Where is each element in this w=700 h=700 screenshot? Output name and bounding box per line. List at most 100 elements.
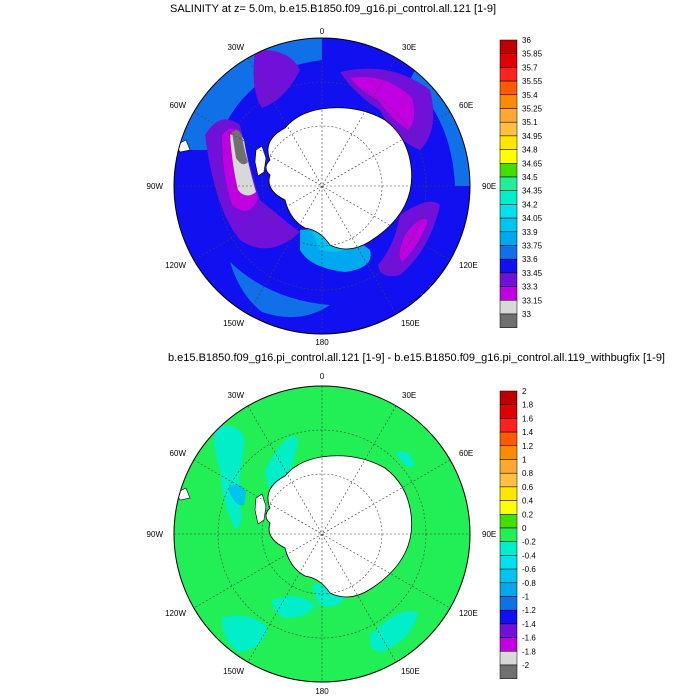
colorbar-box xyxy=(499,80,518,96)
colorbar-label: 35.1 xyxy=(522,118,538,127)
colorbar-label: -1.4 xyxy=(522,620,536,629)
colorbar-label: 34.2 xyxy=(522,200,538,209)
lon-label: 150E xyxy=(401,667,420,676)
lon-label: 120E xyxy=(459,609,478,618)
lon-label: 60E xyxy=(459,449,473,458)
salinity-region-blue-s xyxy=(230,262,330,318)
colorbar-label: -0.4 xyxy=(522,551,536,560)
panel-1-title: SALINITY at z= 5.0m, b.e15.B1850.f09_g16… xyxy=(170,3,497,15)
colorbar-box xyxy=(499,204,518,219)
colorbar-box xyxy=(499,404,518,419)
colorbar-label: 0.4 xyxy=(522,497,534,506)
lon-label: 120E xyxy=(459,261,478,270)
colorbar-box xyxy=(499,390,518,405)
colorbar-label: 0.2 xyxy=(522,510,534,519)
lon-label: 0 xyxy=(320,372,325,381)
lon-label: 180 xyxy=(315,338,329,347)
colorbar-label: 1.2 xyxy=(522,442,534,451)
lon-label: 90E xyxy=(482,182,496,191)
colorbar-box xyxy=(499,300,518,315)
colorbar-box xyxy=(499,651,518,666)
colorbar-box xyxy=(499,245,518,260)
colorbar-box xyxy=(499,445,518,460)
colorbar-box xyxy=(499,108,518,123)
colorbar-label: 34.35 xyxy=(522,187,543,196)
colorbar-box xyxy=(499,568,518,584)
colorbar-label: 33 xyxy=(522,310,531,319)
colorbar-box xyxy=(499,39,518,54)
lon-label: 180 xyxy=(315,687,329,696)
colorbar-label: 1.4 xyxy=(522,428,534,437)
colorbar-label: 33.15 xyxy=(522,296,543,305)
difference-region-cyan-sw xyxy=(222,615,268,652)
colorbar-box xyxy=(499,527,518,542)
colorbar-label: 34.05 xyxy=(522,214,543,223)
colorbar-box xyxy=(499,500,518,515)
difference-region-cyan-w xyxy=(214,425,245,530)
colorbar-label: 35.7 xyxy=(522,63,538,72)
colorbar-label: 0.8 xyxy=(522,469,534,478)
colorbar-label: 34.5 xyxy=(522,173,538,182)
colorbar-box xyxy=(499,486,518,501)
colorbar-box xyxy=(499,163,518,178)
lon-label: 90E xyxy=(482,530,496,539)
colorbar-label: -1.8 xyxy=(522,647,536,656)
colorbar-label: 1 xyxy=(522,456,527,465)
difference-map: 0 30E 60E 90E 120E 150E 180 150W 120W 90… xyxy=(147,372,537,696)
salinity-region-purple-n xyxy=(253,49,300,108)
colorbar-box xyxy=(499,431,518,447)
colorbar-label: 36 xyxy=(522,36,531,45)
colorbar-box xyxy=(499,67,518,82)
colorbar-box xyxy=(499,94,518,109)
lon-label: 120W xyxy=(165,609,186,618)
colorbar-label: 1.8 xyxy=(522,401,534,410)
difference-region-blue-w xyxy=(228,484,246,506)
difference-colorbar: 2 1.8 1.6 1.4 1.2 1 0.8 0.6 0.4 0.2 0 -0.2 -0.4 -0.6 -… xyxy=(499,387,536,679)
colorbar-label: 34.65 xyxy=(522,159,543,168)
colorbar-label: -1 xyxy=(522,593,530,602)
colorbar-box xyxy=(499,555,518,570)
colorbar-label: 35.4 xyxy=(522,91,538,100)
colorbar-box xyxy=(499,313,518,328)
salinity-colorbar: 36 35.85 35.7 35.55 35.4 35.25 35.1 34.95 34.8 34… xyxy=(499,36,543,328)
colorbar-box xyxy=(499,286,518,301)
colorbar-label: -2 xyxy=(522,661,530,670)
colorbar-label: 33.9 xyxy=(522,228,538,237)
lon-label: 150W xyxy=(223,667,244,676)
colorbar-box xyxy=(499,596,518,611)
salinity-map: 0 30E 60E 90E 120E 150E 180 150W 120W 90… xyxy=(147,27,543,347)
lon-label: 60E xyxy=(459,101,473,110)
colorbar-box xyxy=(499,149,518,164)
lon-label: 30W xyxy=(228,43,245,52)
lon-label: 30E xyxy=(402,391,416,400)
colorbar-box xyxy=(499,541,518,556)
colorbar-label: 33.6 xyxy=(522,255,538,264)
colorbar-box xyxy=(499,418,518,433)
colorbar-label: 35.85 xyxy=(522,50,543,59)
lon-label: 30E xyxy=(402,43,416,52)
map-outline-1 xyxy=(173,37,471,335)
salinity-region-magenta-ne xyxy=(350,76,415,130)
salinity-region-magenta-se xyxy=(399,219,428,262)
lon-labels-2: 0 30E 60E 90E 120E 150E 180 150W 120W 90… xyxy=(147,372,497,696)
graticule-2 xyxy=(174,386,470,682)
salinity-region-gray-dark xyxy=(232,129,248,165)
difference-region-cyan-nw xyxy=(265,436,298,496)
colorbar-label: 0.6 xyxy=(522,483,534,492)
difference-region-cyan-ne xyxy=(396,451,414,467)
lon-label: 0 xyxy=(320,27,325,36)
colorbar-label: -1.2 xyxy=(522,606,536,615)
colorbar-label: 34.95 xyxy=(522,132,543,141)
colorbar-box xyxy=(499,258,518,274)
colorbar-box xyxy=(499,217,518,233)
lon-label: 60W xyxy=(170,101,187,110)
colorbar-label: 35.55 xyxy=(522,77,543,86)
lon-label: 30W xyxy=(228,391,245,400)
lon-label: 90W xyxy=(147,182,164,191)
colorbar-box xyxy=(499,609,518,625)
colorbar-label: 1.6 xyxy=(522,414,534,423)
colorbar-box xyxy=(499,582,518,597)
colorbar-box xyxy=(499,53,518,68)
colorbar-label: 34.8 xyxy=(522,146,538,155)
